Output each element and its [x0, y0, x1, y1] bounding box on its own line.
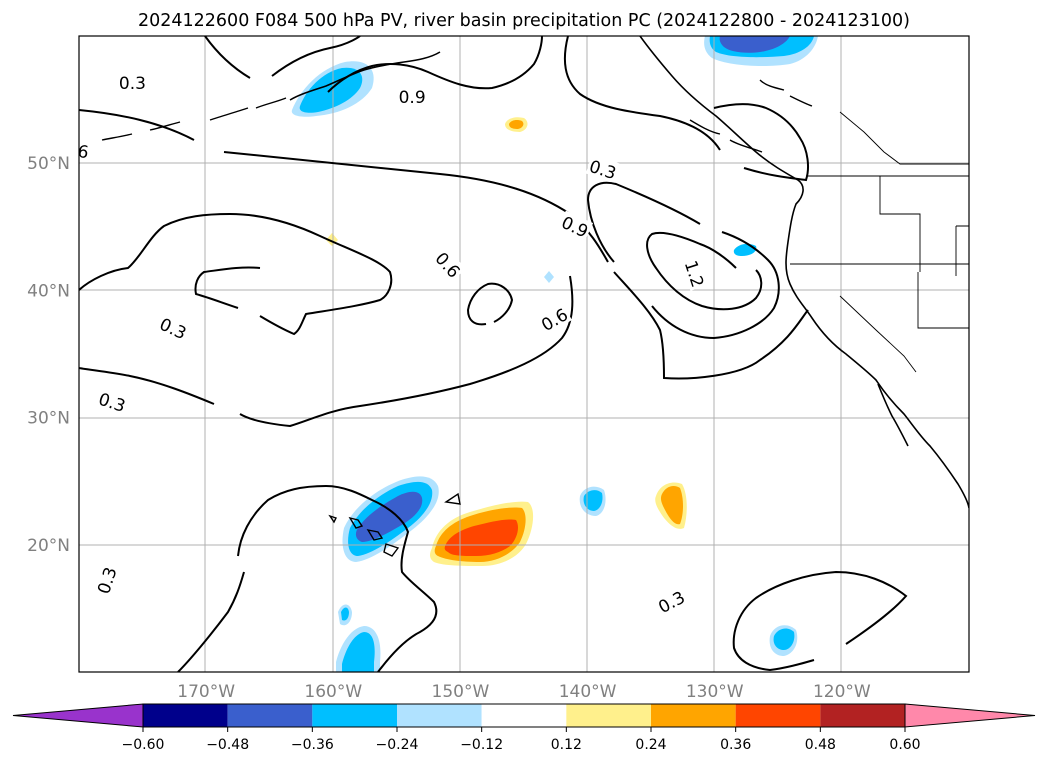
colorbar: −0.60 −0.48 −0.36 −0.24 −0.12 0.12 0.24 0.36 0.4…	[12, 703, 1036, 753]
colorbar-tick-label: 0.48	[805, 737, 836, 753]
colorbar-segment	[651, 704, 736, 727]
islands	[101, 79, 813, 557]
pv-contour-label-group: 0.9	[397, 86, 428, 108]
pv-contour-label-bg	[536, 302, 573, 335]
precip-region-south	[342, 632, 375, 672]
colorbar-segment	[397, 704, 482, 727]
colorbar-segment	[312, 704, 397, 727]
lat-label: 50°N	[27, 154, 70, 174]
pv-contour-1.2	[646, 232, 763, 311]
colorbar-tick-label: −0.12	[460, 737, 503, 753]
colorbar-frame	[142, 703, 906, 728]
colorbar-extend-high	[904, 703, 1036, 728]
colorbar-tick-label: −0.24	[376, 737, 419, 753]
pv-contour-label-bg	[585, 154, 621, 183]
colorbar-tick-label: −0.48	[206, 737, 249, 753]
pv-contour-label-group: 0.3	[117, 72, 148, 94]
precip-region-south-small	[341, 607, 349, 621]
colorbar-tick-label: −0.60	[122, 737, 165, 753]
colorbar-tick-label: 0.12	[551, 737, 582, 753]
map-frame	[78, 35, 970, 673]
colorbar-tick-label: 0.60	[889, 737, 920, 753]
colorbar-extend-low	[12, 703, 144, 728]
pv-contour-label-group: 0.6	[60, 137, 92, 164]
lat-label: 30°N	[27, 409, 70, 429]
pv-contour-label-bg	[95, 387, 130, 416]
precip-region-gulf-small-core	[509, 120, 524, 129]
pv-contour-0.9-alaska	[327, 36, 543, 93]
pv-contour-label-bg	[681, 256, 710, 291]
pv-contour-label: 0.6	[60, 140, 90, 164]
precip-region-orange-core	[444, 519, 518, 556]
longitude-labels: 170°W 160°W 150°W 140°W 130°W 120°W	[177, 682, 871, 702]
colorbar-tick-label: −0.36	[291, 737, 334, 753]
pv-contour-0.3-upper-right	[563, 36, 809, 182]
map-background	[79, 36, 969, 672]
lon-label: 160°W	[304, 682, 362, 702]
gridlines	[79, 36, 969, 672]
colorbar-segment	[481, 704, 567, 727]
lon-label: 170°W	[177, 682, 235, 702]
lon-label: 150°W	[432, 682, 490, 702]
pv-contour-label-bg	[79, 137, 92, 162]
coastline-baja	[877, 383, 909, 447]
pv-contour-label: 0.9	[399, 88, 426, 108]
precip-region-north-core	[719, 36, 790, 53]
colorbar-tick-label: 0.24	[635, 737, 666, 753]
pv-contour-0.9-ring	[651, 231, 780, 340]
colorbar-segment	[566, 704, 651, 727]
coastline-alaska	[289, 51, 441, 101]
lon-label: 120°W	[813, 682, 871, 702]
pv-contour-label-bg	[653, 585, 689, 618]
pv-contour-0.3-west	[79, 212, 393, 336]
colorbar-tick-label: 0.36	[720, 737, 751, 753]
pv-contour-0.9	[586, 181, 701, 263]
colorbar-segment	[735, 704, 821, 727]
colorbar-segment	[820, 704, 905, 727]
pv-contour-label-bg	[397, 86, 428, 107]
precip-region-sw	[773, 628, 795, 650]
lon-label: 140°W	[559, 682, 617, 702]
pv-contour-label: 0.3	[119, 74, 146, 94]
precip-region-mid	[583, 490, 603, 511]
state-borders	[790, 111, 969, 373]
lat-label: 20°N	[27, 536, 70, 556]
coastline-north-america	[639, 36, 969, 509]
colorbar-segment	[227, 704, 313, 727]
map-title: 2024122600 F084 500 hPa PV, river basin …	[138, 11, 910, 31]
precip-region-tiny-neg	[544, 271, 554, 283]
pv-contour-label-bg	[117, 72, 148, 93]
pv-contour-0.6-mid	[466, 282, 514, 326]
precip-shading	[291, 36, 818, 672]
pv-contour-label-bg	[91, 562, 121, 598]
pv-contour-0.6-south	[79, 275, 574, 428]
pv-contours	[79, 36, 908, 672]
pv-contour-0.3-sw	[732, 570, 908, 672]
pv-contour-label-bg	[155, 312, 192, 344]
lat-label: 40°N	[27, 281, 70, 301]
colorbar-segment	[143, 704, 228, 727]
coastlines	[289, 36, 969, 509]
latitude-labels: 20°N 30°N 40°N 50°N	[27, 154, 70, 556]
pv-contour-0.3-north	[204, 36, 361, 79]
precip-region-east-orange	[660, 486, 683, 525]
pv-contour-label-bg	[430, 246, 466, 283]
precip-region-hawaii-core	[355, 491, 423, 542]
pv-contour-0.3-hawaii	[177, 484, 438, 672]
lon-label: 130°W	[686, 682, 744, 702]
pv-contour-label-bg	[557, 210, 594, 242]
